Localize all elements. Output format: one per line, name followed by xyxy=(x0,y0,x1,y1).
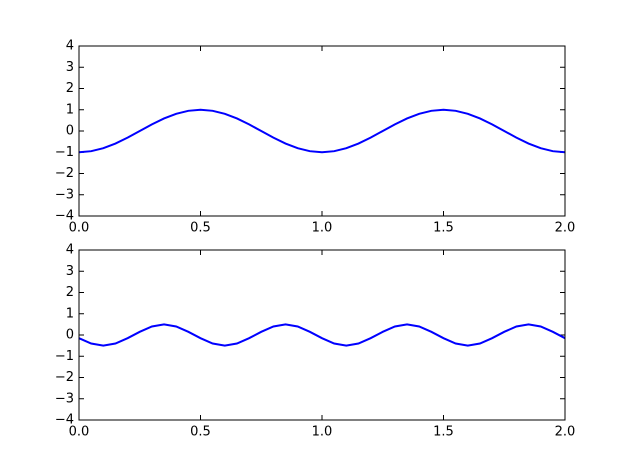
axes-frame xyxy=(78,249,566,421)
y-tick-label: 4 xyxy=(66,39,74,54)
y-tick-label: 0 xyxy=(66,328,74,343)
y-tick-label: 3 xyxy=(66,264,74,279)
y-tick-label: 3 xyxy=(66,60,74,75)
x-tick-label: 1.5 xyxy=(433,221,454,236)
line xyxy=(78,108,566,154)
x-tick-label: 0.5 xyxy=(190,425,211,440)
y-tick-label: −3 xyxy=(55,391,74,406)
y-tick-label: −2 xyxy=(55,166,74,181)
x-tick-label: 2.0 xyxy=(555,425,576,440)
x-tick-label: 2.0 xyxy=(555,221,576,236)
y-tick-label: 0 xyxy=(66,124,74,139)
y-tick-label: −1 xyxy=(55,349,74,364)
x-tick-label: 0.0 xyxy=(69,425,90,440)
y-tick-label: 4 xyxy=(66,243,74,258)
y-tick-label: 2 xyxy=(66,81,74,96)
y-tick-label: −4 xyxy=(55,413,74,428)
y-tick-label: 1 xyxy=(66,306,74,321)
x-tick-label: 0.0 xyxy=(69,221,90,236)
y-tick-label: 2 xyxy=(66,285,74,300)
x-tick-label: 1.5 xyxy=(433,425,454,440)
y-tick-label: −4 xyxy=(55,209,74,224)
axes-frame xyxy=(78,45,566,217)
line xyxy=(78,323,566,347)
x-tick-label: 0.5 xyxy=(190,221,211,236)
y-tick-label: −1 xyxy=(55,145,74,160)
y-tick-label: 1 xyxy=(66,102,74,117)
x-tick-label: 1.0 xyxy=(312,221,333,236)
y-tick-label: −3 xyxy=(55,187,74,202)
y-tick-label: −2 xyxy=(55,370,74,385)
x-tick-label: 1.0 xyxy=(312,425,333,440)
